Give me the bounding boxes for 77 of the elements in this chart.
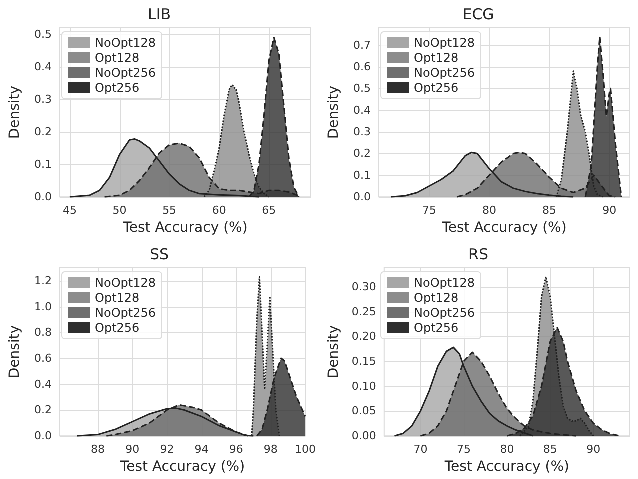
x-tick-label: 100 [295, 443, 316, 456]
x-tick-label: 94 [194, 443, 209, 456]
legend-label: Opt256 [414, 321, 459, 335]
y-tick-label: 0.0 [34, 190, 52, 204]
y-tick-label: 0.30 [352, 280, 376, 294]
x-axis-title: Test Accuracy (%) [122, 220, 248, 236]
y-tick-label: 0.25 [352, 305, 376, 318]
y-tick-label: 0.1 [354, 168, 371, 182]
x-tick-label: 70 [414, 443, 428, 456]
y-tick-label: 0.05 [352, 404, 376, 418]
x-tick-label: 75 [456, 443, 471, 456]
y-tick-label: 1.2 [34, 274, 52, 288]
legend-label: Opt128 [414, 51, 459, 65]
legend-label: NoOpt128 [414, 36, 475, 50]
y-tick-label: 0.0 [34, 430, 52, 443]
y-tick-label: 0.6 [34, 352, 52, 366]
y-tick-label: 0.2 [354, 147, 371, 160]
y-tick-label: 0.00 [352, 430, 376, 443]
y-tick-label: 0.3 [354, 126, 371, 139]
x-tick-label: 55 [162, 204, 177, 218]
legend-label: NoOpt128 [414, 276, 475, 290]
x-tick-label: 92 [160, 443, 174, 456]
legend-label: Opt128 [95, 51, 140, 65]
chart-title: LIB [148, 6, 172, 24]
y-tick-label: 1.0 [34, 300, 52, 314]
y-tick-label: 0.0 [354, 190, 371, 204]
y-tick-label: 0.15 [352, 355, 376, 368]
legend-label: NoOpt128 [95, 36, 156, 50]
legend-label: NoOpt256 [95, 66, 156, 80]
y-axis-title: Density [326, 325, 342, 379]
y-tick-label: 0.8 [34, 326, 52, 340]
chart-title: SS [150, 246, 170, 264]
legend-label: NoOpt128 [95, 276, 156, 290]
x-tick-label: 80 [500, 443, 514, 456]
legend-label: NoOpt256 [414, 306, 475, 320]
x-axis-title: Test Accuracy (%) [444, 459, 570, 475]
y-tick-label: 0.3 [34, 93, 52, 106]
y-tick-label: 0.4 [34, 378, 52, 391]
x-tick-label: 90 [602, 204, 617, 218]
y-tick-label: 0.4 [34, 60, 52, 74]
x-tick-label: 88 [91, 443, 106, 456]
legend-label: Opt128 [95, 291, 140, 305]
x-tick-label: 96 [229, 443, 244, 456]
y-axis-title: Density [7, 86, 23, 140]
x-tick-label: 90 [586, 443, 601, 456]
x-tick-label: 90 [126, 443, 140, 456]
x-tick-label: 85 [542, 204, 557, 218]
legend-label: NoOpt256 [95, 306, 156, 320]
legend-label: Opt256 [414, 81, 459, 95]
legend-label: NoOpt256 [414, 66, 475, 80]
legend-label: Opt256 [95, 321, 140, 335]
x-tick-label: 85 [543, 443, 558, 456]
y-tick-label: 0.4 [354, 104, 371, 117]
x-tick-label: 65 [262, 204, 276, 218]
y-axis-title: Density [7, 325, 23, 379]
legend-label: Opt256 [95, 81, 140, 95]
x-axis-title: Test Accuracy (%) [441, 220, 567, 236]
x-tick-label: 80 [482, 204, 496, 218]
x-tick-label: 50 [112, 204, 127, 218]
x-tick-label: 75 [422, 204, 436, 218]
y-tick-label: 0.5 [354, 82, 371, 96]
y-tick-label: 0.2 [34, 126, 52, 139]
chart-title: RS [468, 246, 488, 264]
y-tick-label: 0.7 [354, 38, 371, 52]
x-tick-label: 45 [62, 204, 77, 218]
y-tick-label: 0.1 [34, 158, 52, 172]
y-tick-label: 0.5 [34, 28, 52, 42]
x-tick-label: 60 [212, 204, 226, 218]
y-tick-label: 0.20 [352, 330, 376, 344]
x-axis-title: Test Accuracy (%) [119, 459, 246, 475]
y-tick-label: 0.10 [352, 380, 376, 393]
y-tick-label: 0.2 [34, 404, 52, 417]
x-tick-label: 98 [264, 443, 278, 456]
y-axis-title: Density [326, 86, 342, 140]
legend-label: Opt128 [414, 291, 459, 305]
y-tick-label: 0.6 [354, 60, 371, 74]
chart-title: ECG [462, 6, 494, 24]
